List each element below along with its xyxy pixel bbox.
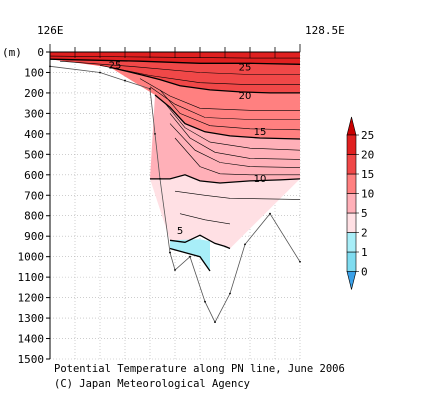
- y-tick-label: 400: [24, 128, 44, 141]
- colorbar-tick-label: 10: [361, 188, 374, 201]
- colorbar-segment-1-2: [346, 232, 357, 253]
- colorbar-bottom-arrow: [346, 271, 357, 290]
- isotherm-15: [154, 94, 300, 140]
- contour-label-25: 25: [109, 61, 122, 72]
- contour-label-text: 5: [177, 226, 183, 237]
- y-tick-label: 200: [24, 87, 44, 100]
- colorbar-tick-label: 20: [361, 149, 374, 162]
- station-bottom-point: [154, 132, 156, 135]
- contour-label-text: 10: [254, 174, 267, 185]
- isotherm-17: [149, 86, 300, 120]
- x-tick-label-left: 126E: [37, 24, 64, 37]
- colorbar-top-arrow: [346, 116, 357, 136]
- station-bottom-point: [269, 212, 271, 215]
- station-bottom-point: [189, 255, 191, 258]
- station-bottom-point: [174, 269, 176, 271]
- contour-label-20: 20: [239, 91, 252, 102]
- colorbar-segment-15-20: [346, 154, 357, 175]
- isotherm-5: [169, 234, 231, 250]
- y-tick-label: 0: [37, 46, 44, 59]
- contour-label-text: 25: [239, 63, 252, 74]
- y-tick-label: 700: [24, 189, 44, 202]
- contour-labels: 25 25 20 15 10 5: [109, 61, 267, 237]
- y-tick-label: 1200: [18, 292, 45, 305]
- station-bottom-point: [124, 79, 126, 82]
- temperature-band-25-30: [50, 52, 300, 65]
- isotherm-22: [99, 65, 300, 85]
- station-bottom-point: [99, 71, 101, 74]
- station-bottom-point: [214, 321, 216, 324]
- y-tick-label: 100: [24, 66, 44, 79]
- colorbar-tick-label: 15: [361, 168, 374, 181]
- y-tick-label: 1100: [18, 271, 45, 284]
- temperature-band-15-20: [110, 67, 300, 139]
- y-tick-label: 1400: [18, 333, 45, 346]
- temperature-band-1-2: [170, 239, 210, 271]
- isotherm-8: [174, 190, 300, 200]
- y-tick-label: 300: [24, 107, 44, 120]
- isotherm-11: [174, 137, 300, 176]
- isotherm-24: [59, 60, 300, 75]
- y-tick-label: 600: [24, 169, 44, 182]
- colorbar-tick-label: 1: [361, 246, 368, 259]
- isotherm-6: [179, 213, 231, 225]
- colorbar-tick-label: 5: [361, 207, 368, 220]
- contour-label-text: 25: [109, 61, 122, 72]
- copyright-credit: (C) Japan Meteorological Agency: [54, 378, 250, 390]
- contour-label-text: 20: [239, 91, 252, 102]
- colorbar-tick-label: 25: [361, 129, 374, 142]
- x-tick-label-right: 128.5E: [305, 24, 345, 37]
- colorbar-segment-20-25: [346, 134, 357, 155]
- isotherm-13: [169, 113, 300, 160]
- y-tick-label: 1500: [18, 353, 45, 366]
- contour-label-25: 25: [239, 63, 252, 74]
- isotherm-lines: [50, 55, 300, 272]
- station-bottom-point: [159, 177, 161, 180]
- y-tick-label: 1300: [18, 312, 45, 325]
- y-axis-unit-label: (m): [2, 46, 22, 59]
- station-bottom-point: [204, 300, 206, 303]
- colorbar-segment-10-15: [346, 173, 357, 194]
- temperature-band-5-10: [150, 174, 300, 249]
- station-bottom-point: [149, 87, 151, 90]
- axes: 0 100 200 300 400 500 600 700 800 900 1000 1100 1200…: [18, 44, 301, 366]
- colorbar-tick-label: 0: [361, 266, 368, 279]
- station-bottom-point: [299, 260, 301, 263]
- isotherm-14: [164, 103, 300, 151]
- y-tick-label: 900: [24, 230, 44, 243]
- colorbar-tick-label: 2: [361, 227, 368, 240]
- colorbar-segment-0-1: [346, 251, 357, 272]
- isotherm-12: [169, 123, 300, 168]
- isotherm-25: [50, 58, 300, 65]
- station-bottom-point: [229, 292, 231, 295]
- chart-title: Potential Temperature along PN line, Jun…: [54, 363, 345, 375]
- contour-label-15: 15: [254, 127, 267, 138]
- isotherm-1: [169, 247, 211, 272]
- contour-label-5: 5: [177, 226, 183, 237]
- isotherm-16: [159, 89, 300, 131]
- station-bottom-point: [244, 243, 246, 246]
- y-tick-label: 800: [24, 210, 44, 223]
- colorbar-segment-2-5: [346, 212, 357, 233]
- y-tick-label: 500: [24, 148, 44, 161]
- station-bottom-point: [169, 251, 171, 254]
- y-tick-label: 1000: [18, 251, 45, 264]
- contour-label-10: 10: [254, 174, 267, 185]
- temperature-band-10-15: [150, 95, 300, 183]
- colorbar-segment-5-10: [346, 193, 357, 214]
- contour-label-text: 15: [254, 127, 267, 138]
- isotherm-10: [150, 174, 300, 184]
- isotherm-20: [109, 66, 300, 94]
